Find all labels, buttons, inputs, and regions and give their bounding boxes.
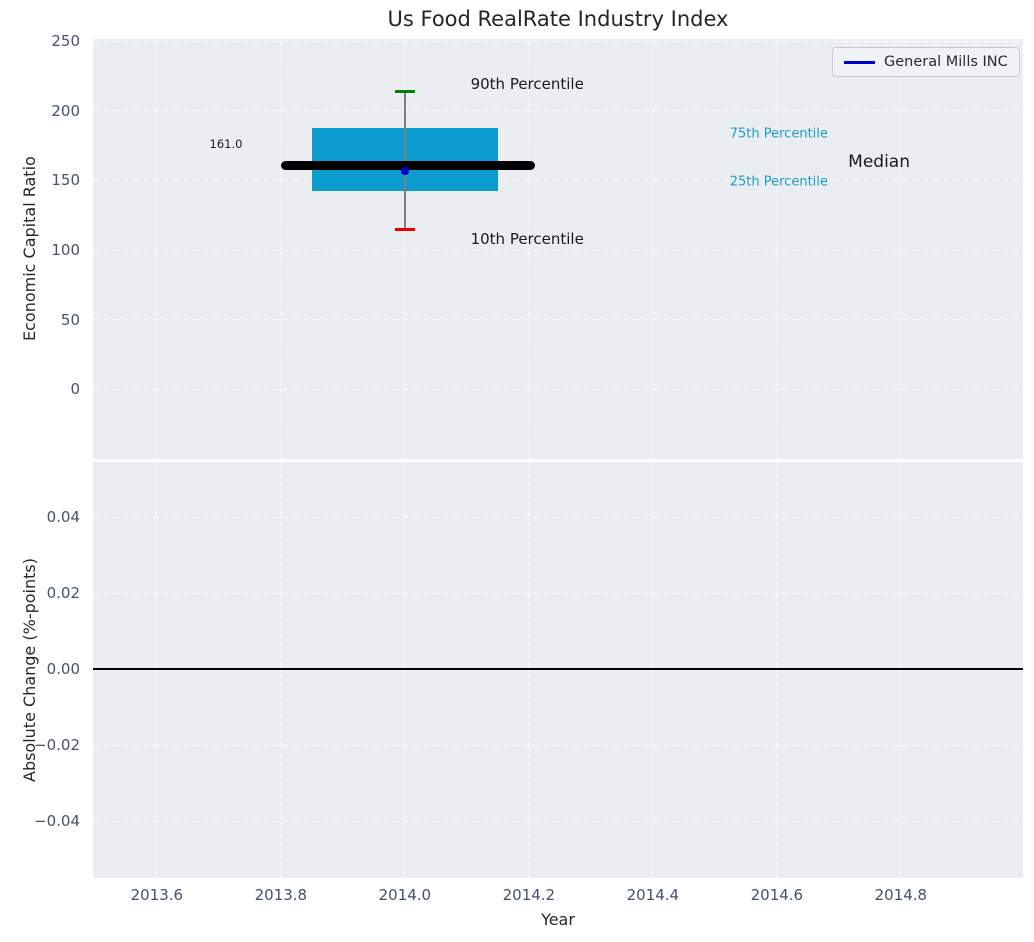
annotation-25th-percentile: 25th Percentile — [729, 174, 828, 190]
x-axis-label: Year — [541, 910, 575, 929]
x-axis-tick-label: 2013.6 — [130, 886, 184, 904]
gridline-horizontal — [93, 744, 1023, 746]
annotation-10th-percentile: 10th Percentile — [470, 229, 584, 248]
x-axis-tick-label: 2014.2 — [502, 886, 556, 904]
bottom-y-axis-tick-label: −0.02 — [34, 736, 80, 755]
gridline-vertical — [900, 39, 902, 459]
bottom-y-axis-tick-label: 0.02 — [46, 584, 80, 603]
zero-line — [93, 668, 1023, 671]
gridline-horizontal — [93, 516, 1023, 518]
gridline-horizontal — [93, 179, 1023, 181]
bottom-y-axis-tick-label: 0.04 — [46, 508, 80, 527]
annotation-median: Median — [848, 152, 910, 173]
legend-line-icon — [844, 60, 875, 64]
x-axis-tick-label: 2014.0 — [378, 886, 432, 904]
gridline-horizontal — [93, 319, 1023, 321]
legend-label: General Mills INC — [884, 54, 1008, 70]
top-y-axis-tick-label: 150 — [51, 171, 80, 190]
gridline-vertical — [652, 39, 654, 459]
median-line — [280, 160, 536, 170]
x-axis-tick-label: 2013.8 — [254, 886, 308, 904]
chart-title: Us Food RealRate Industry Index — [387, 7, 729, 31]
top-y-axis-tick-label: 100 — [51, 241, 80, 260]
gridline-horizontal — [93, 388, 1023, 390]
gridline-vertical — [528, 39, 530, 459]
annotation-161-0: 161.0 — [209, 137, 243, 152]
gridline-horizontal — [93, 40, 1023, 42]
company-data-point — [400, 166, 409, 175]
gridline-horizontal — [93, 592, 1023, 594]
x-axis-tick-label: 2014.8 — [874, 886, 928, 904]
bottom-axes-plot-area — [93, 462, 1023, 878]
x-axis-tick-label: 2014.6 — [750, 886, 804, 904]
gridline-horizontal — [93, 110, 1023, 112]
whisker-line — [404, 91, 406, 230]
cap-10th-percentile — [394, 228, 415, 232]
cap-90th-percentile — [394, 89, 415, 93]
bottom-y-axis-tick-label: 0.00 — [46, 660, 80, 679]
gridline-horizontal — [93, 249, 1023, 251]
top-y-axis-tick-label: 250 — [51, 32, 80, 51]
bottom-y-axis-tick-label: −0.04 — [34, 812, 80, 830]
gridline-horizontal — [93, 820, 1023, 822]
gridline-vertical — [280, 39, 282, 459]
top-y-axis-tick-label: 50 — [60, 310, 80, 329]
gridline-vertical — [404, 39, 406, 459]
top-y-axis-tick-label: 0 — [70, 380, 80, 399]
gridline-vertical — [156, 39, 158, 459]
annotation-90th-percentile: 90th Percentile — [470, 75, 584, 94]
legend: General Mills INC — [832, 47, 1020, 77]
gridline-vertical — [776, 39, 778, 459]
top-y-axis-tick-label: 200 — [51, 101, 80, 120]
x-axis-tick-label: 2014.4 — [626, 886, 680, 904]
top-axes-plot-area: 90th Percentile 10th Percentile 161.0 75th … — [93, 39, 1023, 459]
annotation-75th-percentile: 75th Percentile — [729, 126, 828, 142]
